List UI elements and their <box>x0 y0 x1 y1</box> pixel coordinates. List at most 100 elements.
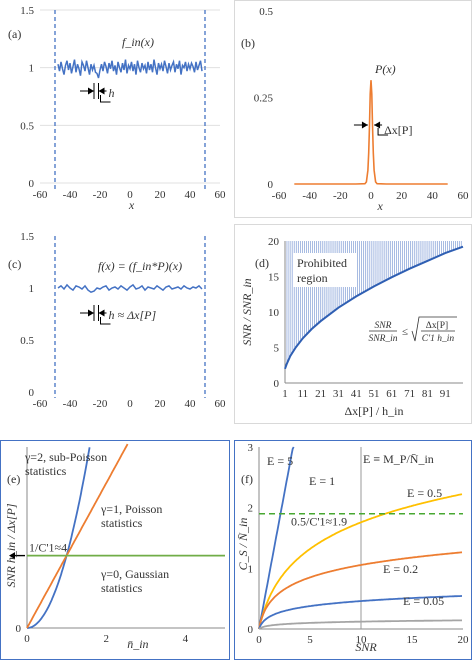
y-tick-label: 1.5 <box>20 231 34 243</box>
x-tick-label: 71 <box>404 388 415 400</box>
formula-sqrt <box>411 316 457 342</box>
series-line-E-0p05 <box>258 619 462 630</box>
y-tick-label: 2 <box>248 503 254 515</box>
x-tick-label: 0 <box>127 189 133 201</box>
series-label-E0p2: E = 0.2 <box>383 562 418 576</box>
threshold-label: 1/C'1≈4 <box>29 541 67 555</box>
x-tick-label: 40 <box>185 189 197 201</box>
y-tick-label: 1 <box>248 563 254 575</box>
series-line-E-1 <box>258 493 463 630</box>
x-tick-label: 0 <box>256 634 262 646</box>
panel-label: (a) <box>8 27 21 41</box>
series-line-gamma-2 <box>27 447 91 629</box>
x-tick-label: 0 <box>127 398 133 410</box>
annotation-gamma2-line2: statistics <box>25 464 67 478</box>
h-label: h ≈ Δx[P] <box>109 308 157 322</box>
width-arrowhead-left <box>361 121 368 129</box>
annotation-gamma1-line1: γ=1, Poisson <box>100 502 162 516</box>
x-tick-label: 20 <box>396 190 408 202</box>
y-tick-label: 3 <box>248 442 254 454</box>
x-tick-label: 31 <box>333 388 344 400</box>
width-leader <box>377 128 389 136</box>
h-arrowhead-left <box>88 309 94 317</box>
region-label-line2: region <box>297 271 328 285</box>
h-leader <box>100 95 111 103</box>
bound-curve <box>284 245 464 370</box>
x-tick-label: 51 <box>369 388 380 400</box>
y-axis-label: SNR / SNR_in <box>240 278 254 345</box>
x-tick-label: 60 <box>215 398 227 410</box>
panel-label: (e) <box>7 472 20 486</box>
annotation-gamma0-line1: γ=0, Gaussian <box>100 567 169 581</box>
y-tick-label: 15 <box>268 272 280 284</box>
width-arrowhead-right <box>374 121 381 129</box>
x-tick-label: 4 <box>183 633 189 645</box>
x-tick-label: -40 <box>63 189 78 201</box>
series-label-E5: E = 5 <box>267 454 293 468</box>
x-tick-label: -20 <box>93 189 108 201</box>
series-line-p <box>294 80 448 185</box>
annotation-gamma0-line2: statistics <box>101 581 143 595</box>
x-tick-label: -40 <box>63 398 78 410</box>
y-tick-label: 0 <box>16 623 22 635</box>
y-axis-label: SNR h_in / Δx[P] <box>4 503 18 587</box>
y-tick-label: 0.5 <box>259 6 273 18</box>
x-tick-label: 81 <box>422 388 433 400</box>
x-tick-label: 1 <box>282 388 288 400</box>
panel-label: (d) <box>255 256 269 270</box>
y-tick-label: 0.25 <box>254 93 274 105</box>
x-tick-label: 60 <box>458 190 470 202</box>
x-tick-label: 5 <box>307 634 313 646</box>
formula-lhs-den: SNR_in <box>368 334 397 344</box>
h-arrowhead-left <box>88 87 94 95</box>
panel-d: 0 5 10 15 20 1 11 21 31 41 51 61 71 81 91 (d) Prohibited… <box>234 224 472 424</box>
series-line-E-5 <box>258 446 295 630</box>
y-tick-label: 20 <box>268 236 280 248</box>
x-tick-label: -60 <box>272 190 287 202</box>
x-tick-label: 0 <box>368 190 374 202</box>
panel-b: 0 0.25 0.5 -60 -40 -20 0 20 40 60 (b) P(x) x Δx[P] <box>234 0 472 218</box>
x-tick-label: 15 <box>407 634 419 646</box>
panel-label: (c) <box>8 257 21 271</box>
definition-label: E ≡ M_P/N̄_in <box>363 452 434 466</box>
formula-rhs-num: Δx[P] <box>426 321 448 331</box>
chart-a: 0 0.5 1 1.5 -60 -40 -20 0 20 40 60 (a) f_in(x)x h <box>8 5 227 212</box>
formula-rel: ≤ <box>402 326 408 338</box>
x-tick-label: 60 <box>215 189 227 201</box>
series-label: f(x) = (f_in*P)(x) <box>98 259 182 273</box>
y-tick-label: 10 <box>268 307 280 319</box>
x-axis-label: x <box>377 199 384 213</box>
x-tick-label: 40 <box>185 398 197 410</box>
panel-e: 0 2 4 0 (e) γ=2, sub-Poisson statistics γ=1, Po… <box>0 440 230 660</box>
x-tick-label: -60 <box>33 189 48 201</box>
x-tick-label: 61 <box>386 388 397 400</box>
x-axis-label: Δx[P] / h_in <box>344 404 403 418</box>
series-line-E-0p2 <box>258 595 462 630</box>
y-tick-label: 0.5 <box>20 120 34 132</box>
x-tick-label: 10 <box>356 634 368 646</box>
formula-lhs-num: SNR <box>375 321 392 331</box>
x-axis-label: n̄_in <box>127 637 148 651</box>
y-tick-label: 0 <box>29 178 35 190</box>
x-tick-label: -20 <box>333 190 348 202</box>
series-line-f-in <box>57 58 203 79</box>
x-tick-label: 11 <box>298 388 309 400</box>
y-tick-label: 5 <box>274 343 280 355</box>
y-axis-label: C_S / N̄_in <box>236 518 250 571</box>
width-label: Δx[P] <box>384 123 412 137</box>
y-tick-label: 0 <box>274 378 280 390</box>
y-tick-label: 1 <box>29 283 35 295</box>
region-label-bg <box>293 253 357 287</box>
panel-f: 0 5 10 15 20 0 1 2 3 (f) E ≡ M_P/N̄_in E = 5 E = 1 E … <box>234 440 472 660</box>
series-label: f_in(x) <box>122 35 154 49</box>
y-tick-label: 1 <box>29 63 35 75</box>
x-tick-label: 21 <box>315 388 326 400</box>
series-label-E0p05: E = 0.05 <box>403 594 444 608</box>
panel-label: (b) <box>241 36 255 50</box>
annotation-gamma1-line2: statistics <box>101 516 143 530</box>
annotation-gamma2-line1: γ=2, sub-Poisson <box>24 450 107 464</box>
h-label: h <box>109 86 115 100</box>
panel-a: 0 0.5 1 1.5 -60 -40 -20 0 20 40 60 (a) f_in(x) x h <box>0 0 230 218</box>
panel-label: (f) <box>241 472 253 486</box>
